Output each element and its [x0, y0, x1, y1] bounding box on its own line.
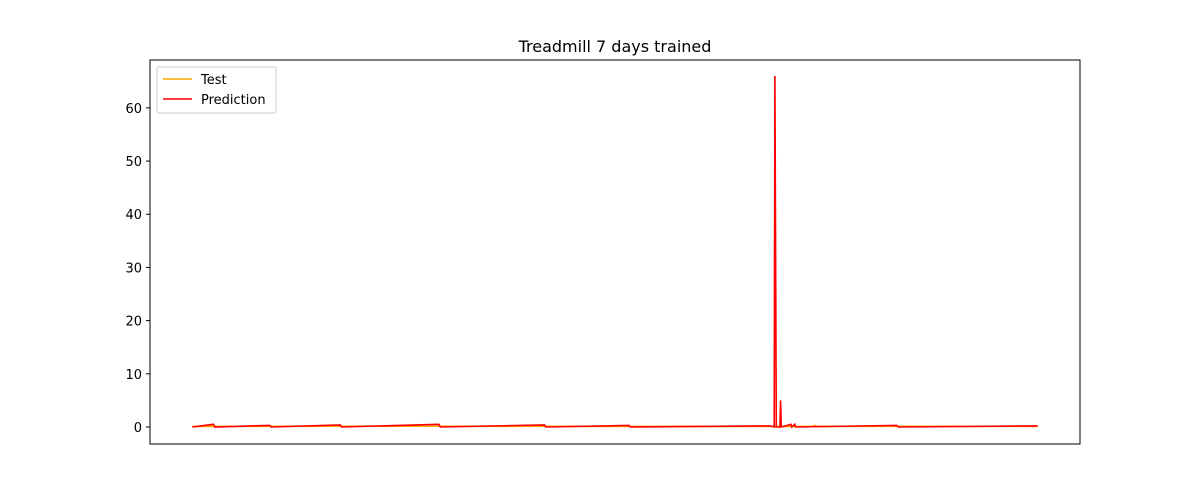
y-tick-label: 40 [125, 208, 142, 223]
y-tick-label: 20 [125, 315, 142, 330]
series-line-prediction [192, 75, 1038, 429]
y-tick-label: 10 [125, 368, 142, 383]
chart-title: Treadmill 7 days trained [518, 37, 712, 56]
plot-area-frame [149, 59, 1081, 445]
axes-layer: 0 10 20 30 40 50 60 [125, 59, 1081, 445]
series-layer [192, 75, 1038, 429]
legend: Test Prediction [156, 66, 277, 114]
y-tick-label: 0 [134, 421, 142, 436]
y-tick-label: 60 [125, 102, 142, 117]
legend-label-test: Test [200, 73, 227, 88]
legend-label-prediction: Prediction [201, 93, 266, 108]
y-tick-label: 30 [125, 261, 142, 276]
y-tick-label: 50 [125, 155, 142, 170]
